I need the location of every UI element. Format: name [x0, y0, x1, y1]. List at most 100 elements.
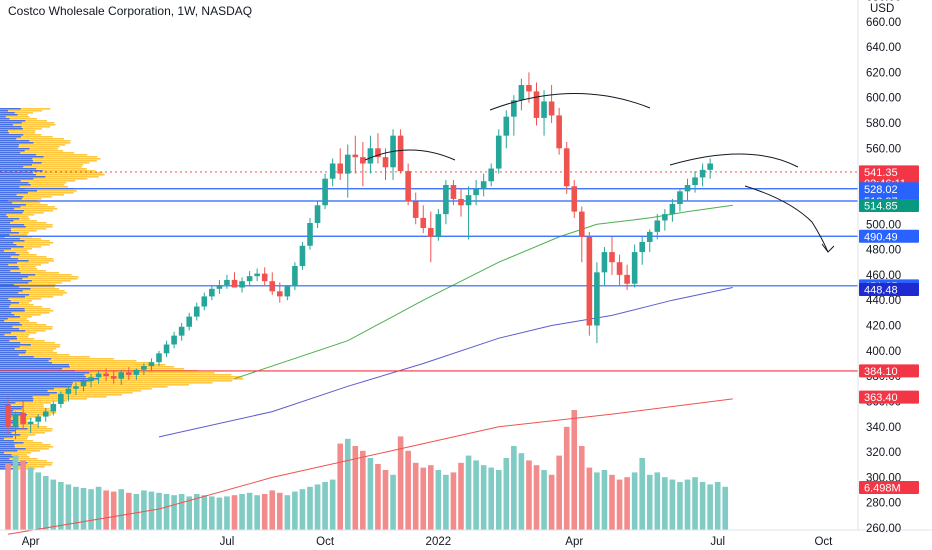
vp-orange-bar — [0, 210, 54, 212]
candle-body — [412, 201, 419, 218]
vp-blue-bar — [0, 136, 21, 138]
candle-body — [352, 154, 359, 158]
volume-bar — [677, 482, 683, 530]
candle-body — [246, 276, 253, 282]
price-badges: 541.3502:46:11528.02518.37514.85490.4945… — [859, 165, 919, 495]
volume-bar — [322, 482, 328, 530]
price-tick-label: 460.00 — [866, 270, 901, 282]
vp-orange-bar — [0, 464, 52, 466]
price-tick-label: 600.00 — [866, 93, 901, 105]
vp-blue-bar — [0, 140, 30, 142]
vp-blue-bar — [0, 426, 19, 428]
vp-blue-bar — [0, 354, 19, 356]
volume-bar — [329, 479, 336, 530]
vp-orange-bar — [0, 192, 74, 194]
vp-blue-bar — [0, 388, 54, 390]
vp-blue-bar — [0, 264, 9, 266]
volume-bar — [450, 472, 457, 530]
vp-blue-bar — [0, 260, 29, 262]
time-axis[interactable]: Apr Jul Oct 2022 Apr Jul Oct — [22, 536, 833, 548]
candle-body — [662, 214, 668, 221]
vp-blue-bar — [0, 304, 11, 306]
vp-blue-bar — [0, 306, 10, 308]
candle-body — [548, 101, 555, 116]
vp-orange-bar — [0, 184, 65, 186]
volume-bar — [669, 479, 676, 530]
vp-blue-bar — [0, 382, 73, 384]
price-tick-label: 480.00 — [866, 245, 901, 257]
vp-orange-bar — [0, 430, 52, 432]
vp-orange-bar — [0, 202, 41, 204]
vp-orange-bar — [0, 152, 75, 154]
vp-blue-bar — [0, 324, 22, 326]
vp-orange-bar — [0, 408, 50, 410]
vp-orange-bar — [0, 312, 50, 314]
vp-blue-bar — [0, 392, 57, 394]
vp-blue-bar — [0, 310, 25, 312]
vp-blue-bar — [0, 238, 21, 240]
time-tick-label: Apr — [22, 536, 40, 548]
volume-bar — [699, 482, 706, 530]
candle-body — [654, 220, 661, 232]
volume-bar — [465, 455, 472, 530]
vp-blue-bar — [0, 280, 32, 282]
volume-bar — [473, 460, 479, 530]
vp-orange-bar — [0, 396, 107, 398]
vp-orange-bar — [0, 248, 33, 250]
candle-body — [360, 157, 366, 164]
vp-orange-bar — [0, 348, 57, 350]
candle-body — [699, 169, 706, 178]
price-badge-label: 541.35 — [864, 167, 898, 179]
vp-orange-bar — [0, 238, 42, 240]
volume-bar — [458, 462, 464, 530]
vp-blue-bar — [0, 374, 85, 376]
arrow-head-icon — [821, 243, 835, 253]
volume-bar — [156, 492, 162, 530]
vp-blue-bar — [0, 216, 8, 218]
vp-orange-bar — [0, 158, 101, 160]
volume-bar — [20, 460, 26, 530]
vp-orange-bar — [0, 286, 55, 288]
vp-blue-bar — [0, 366, 70, 368]
vp-blue-bar — [0, 240, 25, 242]
volume-bar — [367, 458, 374, 530]
vp-blue-bar — [0, 192, 28, 194]
vp-orange-bar — [0, 412, 57, 414]
volume-bar — [631, 472, 638, 530]
volume-bar — [435, 470, 442, 530]
vp-blue-bar — [0, 378, 99, 380]
price-badge-label: 448.48 — [864, 284, 898, 296]
price-tick-label: 340.00 — [866, 422, 901, 434]
candle-body — [707, 163, 713, 170]
vp-blue-bar — [0, 150, 25, 152]
vp-orange-bar — [0, 298, 42, 300]
candle-body — [209, 288, 215, 297]
vp-orange-bar — [0, 230, 37, 232]
candle-body — [533, 91, 540, 118]
vp-orange-bar — [0, 278, 78, 280]
vp-blue-bar — [0, 312, 12, 314]
vp-blue-bar — [0, 440, 14, 442]
candle-body — [503, 116, 510, 136]
vp-blue-bar — [0, 208, 15, 210]
vp-blue-bar — [0, 274, 36, 276]
price-axis[interactable]: 260.00280.00300.00320.00340.00360.00380.… — [866, 0, 901, 535]
volume-bar — [95, 486, 102, 530]
vp-orange-bar — [0, 196, 52, 198]
candle-body — [163, 344, 170, 354]
vp-orange-bar — [0, 166, 82, 168]
volume-bar — [5, 464, 11, 530]
volume-bar — [533, 465, 540, 530]
candle-body — [367, 148, 374, 164]
price-badge-label: 490.49 — [864, 231, 898, 243]
time-tick-label: Jul — [220, 536, 235, 548]
volume-bar — [307, 486, 313, 530]
vp-orange-bar — [0, 190, 77, 192]
candle-body — [178, 326, 185, 336]
vp-blue-bar — [0, 284, 14, 286]
vp-orange-bar — [0, 438, 28, 440]
vp-orange-bar — [0, 258, 54, 260]
candle-body — [292, 266, 298, 287]
vp-blue-bar — [0, 332, 12, 334]
